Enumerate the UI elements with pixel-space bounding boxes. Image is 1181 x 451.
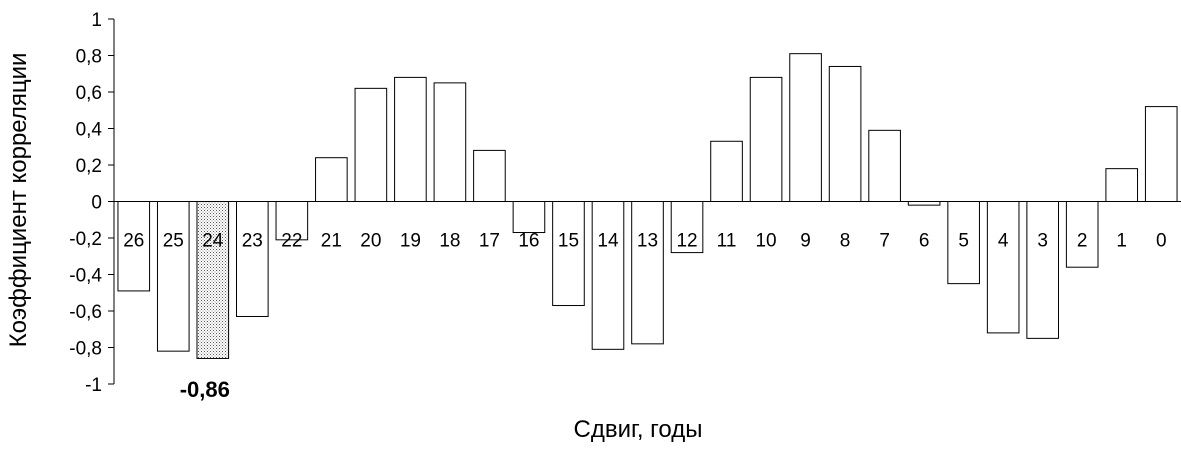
x-category-label: 25 [163,231,184,252]
y-tick-label: 0,8 [76,47,102,68]
bar [1026,201,1059,339]
bars-group [117,53,1178,359]
bar [907,201,941,206]
x-category-label: 9 [800,231,811,252]
bar [591,201,625,350]
y-tick-label: 0,4 [76,120,103,141]
x-category-label: 15 [558,231,579,252]
bar [710,140,743,202]
x-category-label: 5 [958,231,969,252]
bar [789,53,822,202]
y-tick-label: -0,4 [69,266,102,287]
x-category-label: 11 [717,231,737,252]
x-category-label: 12 [676,231,697,252]
x-category-label: 4 [998,231,1009,252]
x-category-label: 21 [321,231,342,252]
bar [552,201,585,307]
x-category-label: 17 [479,231,500,252]
x-category-label: 13 [637,231,658,252]
bar [394,76,427,202]
y-tick-label: 0 [91,193,102,214]
x-category-label: 19 [400,231,421,252]
x-category-label: 1 [1116,231,1127,252]
x-category-label: 3 [1037,231,1048,252]
bar [631,201,664,345]
bar [828,65,862,202]
x-category-label: 18 [439,231,460,252]
x-category-label: 20 [360,231,381,252]
x-category-label: 10 [755,231,776,252]
bar [433,82,467,202]
bar [1144,106,1178,202]
x-category-label: 16 [518,231,539,252]
x-category-label: 22 [281,231,302,252]
bar [473,149,506,202]
y-tick-label: -0,6 [69,302,102,323]
bar [1065,201,1099,268]
bar [196,201,230,359]
y-axis-title: Коэффициент корреляции [5,53,32,348]
x-category-label: 6 [919,231,930,252]
x-category-label: 23 [242,231,263,252]
bar [868,129,901,202]
y-tick-label: -1 [85,375,102,396]
bar [749,76,783,202]
min-value-annotation: -0,86 [180,377,230,402]
x-category-label: 26 [123,231,144,252]
y-tick-label: 0,2 [76,156,102,177]
bar [236,201,269,317]
bar [315,157,348,202]
y-axis: 1 0,8 0,6 0,4 0,2 0 -0,2 -0,4 -0,6 -0,8 -1 [69,10,115,396]
bar [512,201,546,234]
y-tick-label: 1 [91,10,102,31]
x-category-label: 7 [879,231,890,252]
bar [354,87,388,202]
bar [1105,168,1139,202]
y-tick-label: -0,2 [69,229,102,250]
x-category-label: 0 [1156,231,1167,252]
bar [117,201,151,292]
y-tick-label: 0,6 [76,83,102,104]
x-category-label: 2 [1077,231,1088,252]
bar [986,201,1020,334]
x-category-label: 14 [597,231,619,252]
x-category-label: 8 [840,231,851,252]
x-axis-title: Сдвиг, годы [574,416,703,443]
category-labels-group: 26 25 24 23 22 21 20 19 18 17 16 15 14 13 12 11 10 9 8 7 6 5 4… [123,231,1166,252]
y-tick-label: -0,8 [69,339,102,360]
bar [156,201,190,352]
x-category-label: 24 [202,231,224,252]
